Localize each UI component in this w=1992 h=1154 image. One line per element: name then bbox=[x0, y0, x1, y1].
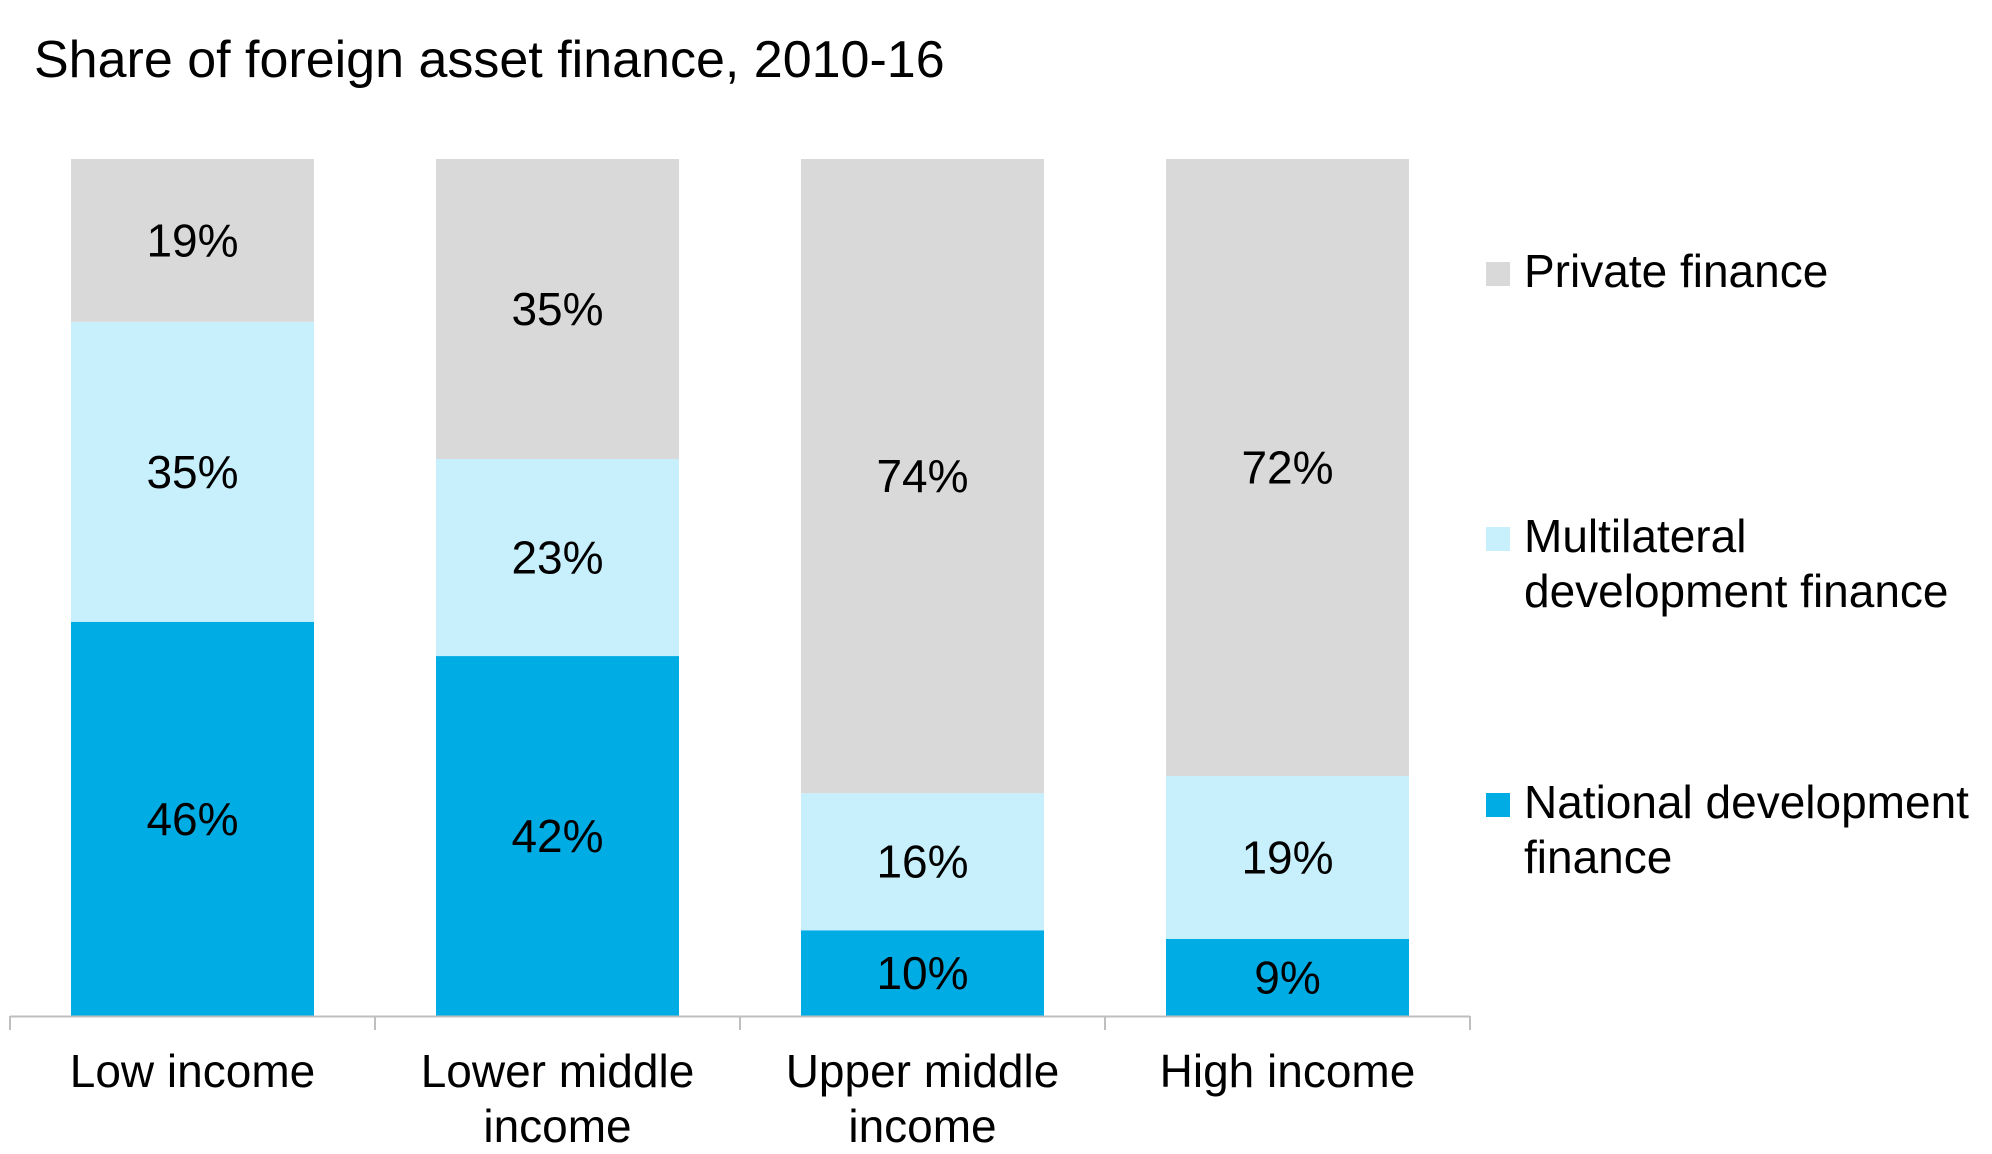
bar-low-income-private-finance bbox=[71, 159, 314, 322]
legend-item-national-development-finance: National development finance bbox=[1486, 775, 1992, 885]
category-label-lower-middle-income: Lower middle income bbox=[420, 1045, 695, 1152]
category-label-upper-middle-income: Upper middle income bbox=[785, 1045, 1060, 1152]
legend-label: Multilateral development finance bbox=[1524, 510, 1949, 617]
data-label-low-income-multilateral-development-finance: 35% bbox=[146, 446, 238, 498]
data-label-low-income-private-finance: 19% bbox=[146, 214, 238, 266]
data-label-lower-middle-income-private-finance: 35% bbox=[511, 283, 603, 335]
bar-upper-middle-income-national-development-finance bbox=[801, 930, 1044, 1016]
x-axis bbox=[9, 1015, 1471, 1030]
category-label-low-income: Low income bbox=[69, 1045, 316, 1097]
data-label-upper-middle-income-multilateral-development-finance: 16% bbox=[876, 836, 968, 888]
bar-high-income-multilateral-development-finance bbox=[1166, 776, 1409, 939]
data-label-low-income-national-development-finance: 46% bbox=[146, 793, 238, 845]
legend-swatch bbox=[1486, 793, 1510, 817]
legend-label: Private finance bbox=[1524, 245, 1829, 297]
legend-swatch bbox=[1486, 527, 1510, 551]
legend-item-private-finance: Private finance bbox=[1486, 244, 1992, 299]
bar-lower-middle-income-private-finance bbox=[436, 159, 679, 459]
data-label-high-income-national-development-finance: 9% bbox=[1254, 951, 1320, 1003]
data-labels-layer: 46% 35% 19% 42% 23% 35% 10% 16% 74% 9% 19% 72% bbox=[146, 214, 1333, 1003]
bar-high-income-national-development-finance bbox=[1166, 938, 1409, 1016]
legend-label: National development finance bbox=[1524, 776, 1969, 883]
legend-swatch bbox=[1486, 262, 1510, 286]
category-label-high-income: High income bbox=[1159, 1045, 1416, 1097]
bar-lower-middle-income-national-development-finance bbox=[436, 656, 679, 1016]
data-label-upper-middle-income-private-finance: 74% bbox=[876, 450, 968, 502]
legend-item-multilateral-development-finance: Multilateral development finance bbox=[1486, 509, 1992, 619]
bar-upper-middle-income-private-finance bbox=[801, 159, 1044, 794]
data-label-upper-middle-income-national-development-finance: 10% bbox=[876, 947, 968, 999]
bar-lower-middle-income-multilateral-development-finance bbox=[436, 458, 679, 657]
bar-low-income-multilateral-development-finance bbox=[71, 321, 314, 622]
chart-title: Share of foreign asset finance, 2010-16 bbox=[34, 31, 945, 89]
bars-layer bbox=[71, 159, 1409, 1016]
data-label-lower-middle-income-national-development-finance: 42% bbox=[511, 810, 603, 862]
bar-high-income-private-finance bbox=[1166, 159, 1409, 777]
data-label-high-income-multilateral-development-finance: 19% bbox=[1241, 831, 1333, 883]
data-label-lower-middle-income-multilateral-development-finance: 23% bbox=[511, 532, 603, 584]
data-label-high-income-private-finance: 72% bbox=[1241, 442, 1333, 494]
bar-low-income-national-development-finance bbox=[71, 621, 314, 1016]
bar-upper-middle-income-multilateral-development-finance bbox=[801, 793, 1044, 931]
